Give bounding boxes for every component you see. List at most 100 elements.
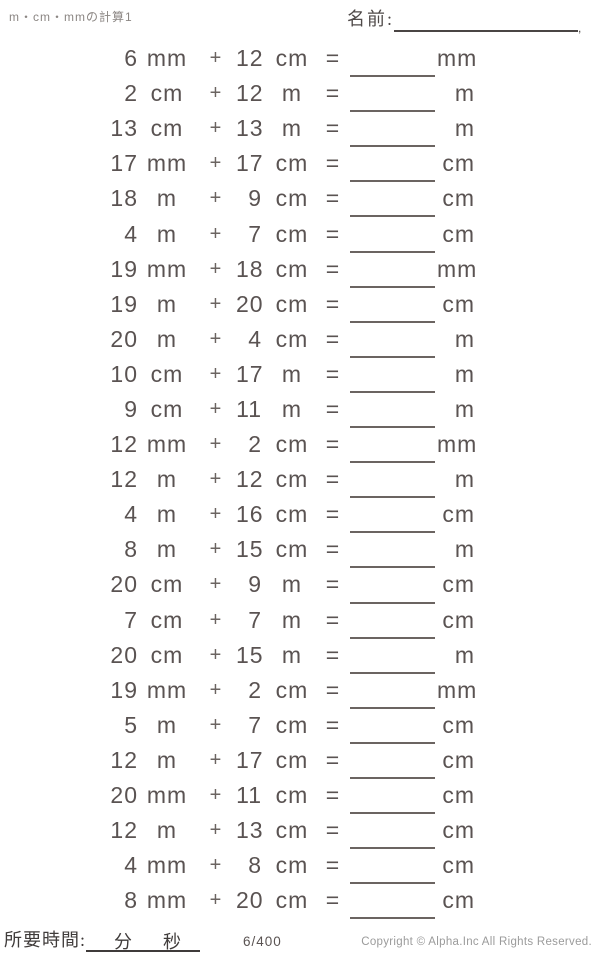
answer-blank[interactable] (350, 917, 435, 920)
operand1-unit: cm (150, 571, 184, 598)
time-required-label: 所要時間: (4, 930, 87, 950)
equals-sign: = (325, 466, 341, 493)
operand2-value: 7 (248, 711, 262, 738)
operand1-unit: m (156, 185, 178, 212)
operand2-unit: m (281, 360, 303, 387)
operand1-value: 12 (110, 746, 138, 773)
operand1-unit: mm (146, 431, 188, 458)
answer-blank[interactable] (350, 671, 435, 674)
equals-sign: = (325, 115, 341, 142)
operand1-unit: mm (146, 150, 188, 177)
answer-blank[interactable] (350, 110, 435, 113)
answer-blank[interactable] (350, 461, 435, 464)
answer-blank[interactable] (350, 812, 435, 815)
answer-blank[interactable] (350, 250, 435, 253)
operand1-unit: cm (150, 395, 184, 422)
answer-blank[interactable] (350, 776, 435, 779)
plus-operator: + (209, 608, 223, 631)
answer-blank[interactable] (350, 741, 435, 744)
problem-row: 10 cm + 17 m = m (100, 357, 600, 393)
problem-list: 6 mm + 12 cm = mm 2 cm + 12 m = m 13 cm … (0, 41, 600, 920)
operand2-unit: cm (275, 290, 309, 317)
answer-unit: m (454, 466, 475, 493)
equals-sign: = (325, 711, 341, 738)
operand2-value: 12 (236, 45, 264, 72)
problem-row: 7 cm + 7 m = cm (100, 603, 600, 639)
operand2-value: 12 (236, 466, 264, 493)
operand2-unit: m (281, 395, 303, 422)
answer-blank[interactable] (350, 426, 435, 429)
equals-sign: = (325, 220, 341, 247)
operand1-unit: cm (150, 606, 184, 633)
plus-operator: + (209, 503, 223, 526)
operand2-unit: cm (275, 711, 309, 738)
operand1-unit: m (156, 466, 178, 493)
plus-operator: + (209, 362, 223, 385)
plus-operator: + (209, 117, 223, 140)
plus-operator: + (209, 433, 223, 456)
answer-blank[interactable] (350, 496, 435, 499)
time-input-line[interactable]: 分秒 (86, 928, 201, 952)
plus-operator: + (209, 784, 223, 807)
operand1-value: 4 (124, 220, 138, 247)
answer-blank[interactable] (350, 390, 435, 393)
plus-operator: + (209, 152, 223, 175)
operand1-value: 20 (110, 571, 138, 598)
problem-row: 6 mm + 12 cm = mm (100, 41, 600, 78)
equals-sign: = (325, 641, 341, 668)
operand2-unit: cm (275, 255, 309, 282)
answer-blank[interactable] (350, 566, 435, 569)
problem-row: 19 mm + 2 cm = mm (100, 673, 600, 709)
name-field: 名前: , (347, 5, 581, 34)
operand2-value: 8 (248, 852, 262, 879)
operand2-unit: cm (275, 782, 309, 809)
copyright-notice: Copyright © Alpha.Inc All Rights Reserve… (361, 936, 592, 948)
answer-blank[interactable] (350, 145, 435, 148)
answer-blank[interactable] (350, 355, 435, 358)
operand2-value: 20 (236, 887, 264, 914)
problem-row: 8 mm + 20 cm = cm (100, 883, 600, 920)
answer-unit: m (454, 641, 475, 668)
equals-sign: = (325, 782, 341, 809)
problem-row: 9 cm + 11 m = m (100, 392, 600, 429)
answer-blank[interactable] (350, 531, 435, 534)
answer-blank[interactable] (350, 180, 435, 183)
answer-blank[interactable] (350, 706, 435, 709)
operand1-unit: m (156, 325, 178, 352)
answer-unit: m (454, 395, 475, 422)
answer-unit: m (454, 325, 475, 352)
answer-blank[interactable] (350, 882, 435, 885)
answer-unit: mm (437, 45, 478, 72)
problem-row: 4 m + 7 cm = cm (100, 216, 600, 253)
plus-operator: + (209, 47, 223, 70)
operand2-unit: cm (275, 150, 309, 177)
problem-row: 17 mm + 17 cm = cm (100, 146, 600, 183)
operand2-unit: cm (275, 852, 309, 879)
answer-blank[interactable] (350, 215, 435, 218)
answer-blank[interactable] (350, 285, 435, 288)
answer-blank[interactable] (350, 320, 435, 323)
operand1-unit: mm (146, 887, 188, 914)
operand1-value: 4 (124, 501, 138, 528)
operand2-unit: cm (275, 746, 309, 773)
operand2-value: 4 (248, 325, 262, 352)
operand2-unit: cm (275, 220, 309, 247)
answer-unit: cm (442, 887, 475, 914)
equals-sign: = (325, 746, 341, 773)
answer-blank[interactable] (350, 636, 435, 639)
equals-sign: = (325, 45, 341, 72)
name-input-line[interactable] (394, 10, 579, 32)
operand2-value: 9 (248, 185, 262, 212)
operand1-unit: m (156, 290, 178, 317)
answer-blank[interactable] (350, 75, 435, 78)
operand1-unit: m (156, 746, 178, 773)
plus-operator: + (209, 748, 223, 771)
problem-row: 12 m + 12 cm = m (100, 462, 600, 499)
answer-blank[interactable] (350, 847, 435, 850)
problem-row: 20 cm + 15 m = m (100, 638, 600, 674)
operand1-unit: m (156, 220, 178, 247)
equals-sign: = (325, 606, 341, 633)
answer-blank[interactable] (350, 601, 435, 604)
operand2-unit: cm (275, 817, 309, 844)
answer-unit: cm (442, 501, 475, 528)
